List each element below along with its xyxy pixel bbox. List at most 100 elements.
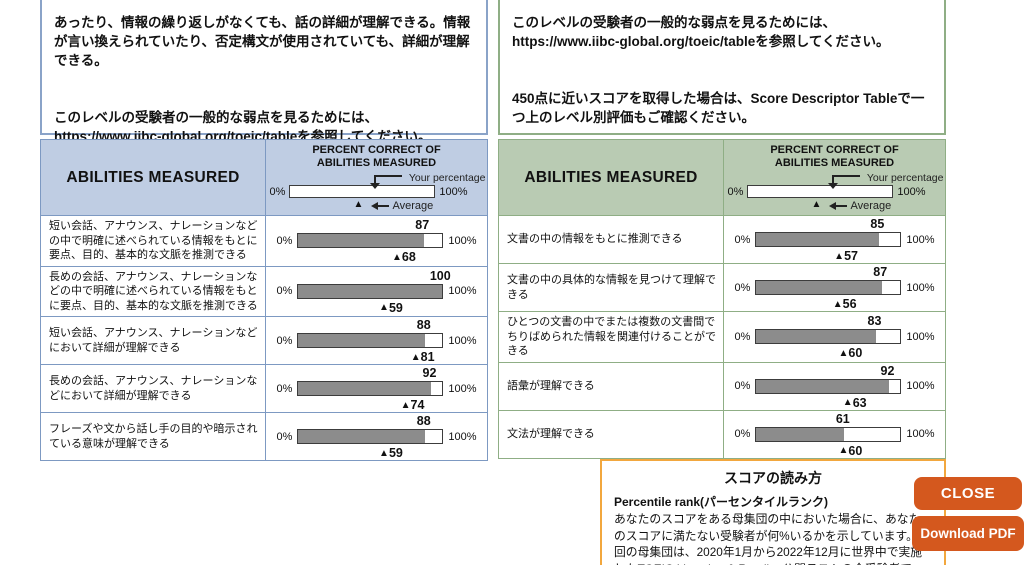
table-header-row: ABILITIES MEASURED PERCENT CORRECT OF AB… bbox=[498, 139, 946, 216]
percent-bar: 83 ▲ 60 bbox=[755, 314, 902, 360]
percent-bar: 85 ▲ 57 bbox=[755, 217, 902, 263]
bar-zero-label: 0% bbox=[276, 285, 293, 298]
average-triangle-icon: ▲ bbox=[400, 399, 411, 411]
bar-zero-label: 0% bbox=[276, 382, 293, 395]
average-marker: ▲ 81 bbox=[411, 350, 435, 364]
average-triangle-icon: ▲ bbox=[353, 199, 364, 210]
percent-bar-fill bbox=[298, 430, 426, 443]
bar-zero-label: 0% bbox=[734, 330, 751, 343]
bar-legend: Your percentage 0% 100% ▲ Average bbox=[269, 170, 486, 213]
reading-weakness-link-text: このレベルの受験者の一般的な弱点を見るためには、 https://www.iib… bbox=[512, 15, 890, 49]
table-row: ひとつの文書の中でまたは複数の文書間でちりばめられた情報を関連付けることができる… bbox=[498, 311, 946, 363]
legend-sample-bar bbox=[747, 185, 894, 198]
ability-bar-cell: 0% 92 ▲ 74 100% bbox=[265, 364, 488, 413]
score-guide-title: スコアの読み方 bbox=[724, 470, 822, 486]
ability-bar-cell: 0% 85 ▲ 57 100% bbox=[723, 215, 946, 264]
percent-bar-fill bbox=[756, 281, 882, 294]
ability-label: 短い会話、アナウンス、ナレーションなどの中で明確に述べられている情報をもとに要点… bbox=[40, 215, 266, 267]
bar-zero-label: 0% bbox=[276, 430, 293, 443]
average-arrow-icon bbox=[828, 202, 847, 210]
average-marker: ▲ 60 bbox=[838, 346, 862, 360]
average-label: Average bbox=[392, 200, 434, 212]
bar-zero-label: 0% bbox=[734, 428, 751, 440]
table-row: 語彙が理解できる 0% 92 ▲ 63 100% bbox=[498, 361, 946, 411]
average-value: 63 bbox=[852, 395, 867, 410]
score-guide-box: スコアの読み方 Percentile rank(パーセンタイルランク) あなたの… bbox=[600, 459, 946, 565]
table-row: 文書の中の具体的な情報を見つけて理解できる 0% 87 ▲ 56 100% bbox=[498, 263, 946, 312]
percent-bar: 92 ▲ 63 bbox=[755, 364, 902, 410]
ability-label: 長めの会話、アナウンス、ナレーションなどにおいて詳細が理解できる bbox=[40, 364, 266, 413]
listening-description-text: あったり、情報の繰り返しがなくても、話の詳細が理解できる。情報が言い換えられてい… bbox=[54, 15, 471, 68]
table-header-row: ABILITIES MEASURED PERCENT CORRECT OF AB… bbox=[40, 139, 488, 216]
bar-hundred-label: 100% bbox=[448, 285, 477, 298]
average-value: 81 bbox=[420, 350, 435, 364]
your-percentage-label: Your percentage bbox=[408, 172, 486, 184]
average-value: 60 bbox=[848, 346, 863, 361]
average-arrow-icon bbox=[370, 202, 389, 210]
average-triangle-icon: ▲ bbox=[811, 199, 822, 210]
average-triangle-icon: ▲ bbox=[391, 251, 402, 263]
bar-hundred-label: 100% bbox=[448, 234, 477, 247]
average-triangle-icon: ▲ bbox=[379, 447, 389, 459]
your-percentage-value: 88 bbox=[416, 414, 431, 428]
bar-hundred-label: 100% bbox=[906, 428, 935, 440]
percent-bar-fill bbox=[756, 233, 879, 246]
table-row: 文書の中の情報をもとに推測できる 0% 85 ▲ 57 100% bbox=[498, 215, 946, 264]
close-button[interactable]: CLOSE bbox=[914, 477, 1022, 510]
average-value: 56 bbox=[842, 297, 857, 311]
ability-bar-cell: 0% 83 ▲ 60 100% bbox=[723, 311, 946, 363]
your-percentage-value: 61 bbox=[835, 411, 850, 426]
average-triangle-icon: ▲ bbox=[832, 298, 843, 310]
average-marker: ▲ 59 bbox=[379, 301, 403, 315]
table-row: 短い会話、アナウンス、ナレーションなどの中で明確に述べられている情報をもとに要点… bbox=[40, 215, 488, 267]
ability-label: 長めの会話、アナウンス、ナレーションなどの中で明確に述べられている情報をもとに要… bbox=[40, 265, 266, 317]
ability-bar-cell: 0% 87 ▲ 68 100% bbox=[265, 215, 488, 267]
percent-correct-header: PERCENT CORRECT OF ABILITIES MEASURED Yo… bbox=[265, 139, 488, 216]
your-percentage-label: Your percentage bbox=[866, 172, 944, 184]
average-value: 60 bbox=[848, 443, 863, 458]
download-pdf-button[interactable]: Download PDF bbox=[912, 516, 1024, 551]
average-marker: ▲ 68 bbox=[392, 250, 416, 264]
bar-hundred-label: 100% bbox=[448, 382, 477, 395]
percent-correct-title-line1: PERCENT CORRECT OF bbox=[770, 144, 899, 156]
legend-hundred-label: 100% bbox=[439, 185, 468, 198]
your-percentage-value: 88 bbox=[416, 318, 431, 332]
bar-zero-label: 0% bbox=[734, 380, 751, 392]
percent-bar: 92 ▲ 74 bbox=[297, 366, 444, 412]
table-row: 長めの会話、アナウンス、ナレーションなどの中で明確に述べられている情報をもとに要… bbox=[40, 265, 488, 317]
bar-zero-label: 0% bbox=[734, 281, 751, 294]
average-value: 74 bbox=[410, 398, 425, 412]
percent-bar: 61 ▲ 60 bbox=[755, 412, 902, 458]
ability-label: 語彙が理解できる bbox=[498, 361, 724, 411]
ability-bar-cell: 0% 87 ▲ 56 100% bbox=[723, 263, 946, 312]
your-percentage-value: 92 bbox=[422, 366, 437, 380]
average-marker: ▲ 59 bbox=[379, 446, 403, 460]
percent-bar-fill bbox=[298, 334, 426, 347]
ability-bar-cell: 0% 100 ▲ 59 100% bbox=[265, 265, 488, 317]
ability-label: ひとつの文書の中でまたは複数の文書間でちりばめられた情報を関連付けることができる bbox=[498, 311, 724, 363]
legend-zero-label: 0% bbox=[269, 185, 286, 198]
bar-zero-label: 0% bbox=[734, 233, 751, 246]
percent-bar-fill bbox=[298, 382, 431, 395]
ability-bar-cell: 0% 92 ▲ 63 100% bbox=[723, 361, 946, 411]
percent-bar-fill bbox=[756, 379, 889, 393]
percent-bar-fill bbox=[298, 234, 424, 248]
average-marker: ▲ 63 bbox=[843, 396, 867, 410]
bar-legend: Your percentage 0% 100% ▲ Average bbox=[728, 170, 944, 213]
average-value: 68 bbox=[401, 250, 416, 265]
percent-bar-fill bbox=[756, 427, 845, 441]
bar-hundred-label: 100% bbox=[448, 334, 477, 347]
percent-bar-fill bbox=[756, 330, 876, 344]
percent-bar-fill bbox=[298, 284, 443, 298]
percent-bar: 87 ▲ 56 bbox=[755, 265, 902, 311]
table-row: 文法が理解できる 0% 61 ▲ 60 100% bbox=[498, 409, 946, 459]
ability-label: 短い会話、アナウンス、ナレーションなどにおいて詳細が理解できる bbox=[40, 316, 266, 365]
abilities-measured-header: ABILITIES MEASURED bbox=[498, 139, 724, 216]
percentile-rank-heading: Percentile rank(パーセンタイルランク) bbox=[614, 495, 829, 509]
bar-zero-label: 0% bbox=[276, 234, 293, 247]
table-row: 短い会話、アナウンス、ナレーションなどにおいて詳細が理解できる 0% 88 ▲ 8… bbox=[40, 316, 488, 365]
bar-hundred-label: 100% bbox=[906, 233, 935, 246]
your-percentage-value: 100 bbox=[429, 268, 451, 283]
percent-bar: 100 ▲ 59 bbox=[297, 269, 451, 315]
ability-bar-cell: 0% 61 ▲ 60 100% bbox=[723, 409, 946, 459]
